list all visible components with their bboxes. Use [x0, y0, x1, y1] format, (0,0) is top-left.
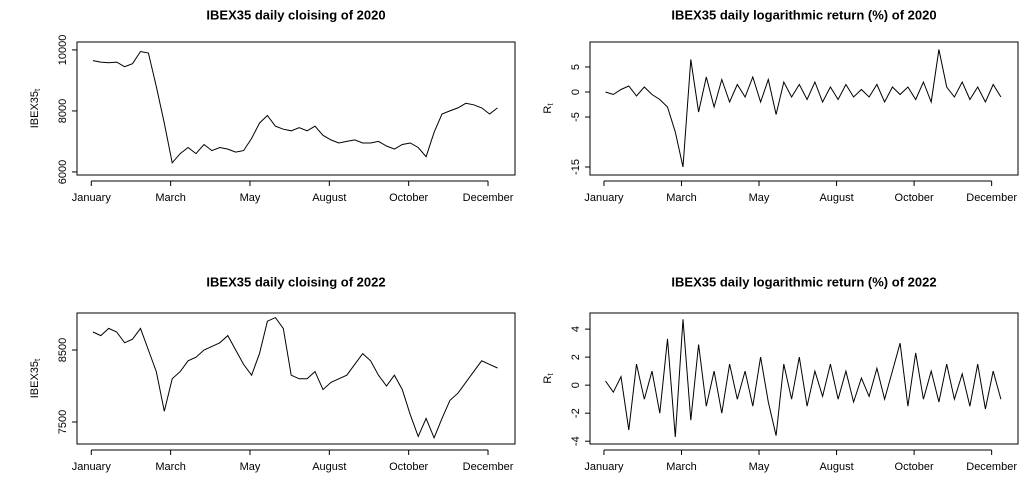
plot-box: [76, 41, 516, 176]
x-tick-label: May: [240, 192, 261, 204]
y-tick-label: 4: [570, 326, 582, 332]
y-axis-label-main: IBEX35: [29, 361, 41, 398]
y-axis-label-subscript: t: [546, 103, 555, 106]
series-line: [92, 50, 498, 164]
x-tick-label: December: [463, 461, 514, 473]
x-tick-label: October: [389, 461, 428, 473]
series-line: [605, 319, 1002, 438]
x-tick-label: August: [819, 192, 853, 204]
y-axis-label: IBEX35t: [29, 88, 42, 128]
y-tick-label: 2: [570, 354, 582, 360]
y-axis-label: IBEX35t: [29, 358, 42, 398]
x-tick-label: December: [966, 461, 1017, 473]
x-tick-label: August: [312, 192, 346, 204]
y-axis-label-main: R: [542, 376, 554, 384]
y-axis-label-main: R: [542, 106, 554, 114]
y-axis-label: Rt: [542, 373, 555, 384]
y-tick-label: 7500: [57, 410, 69, 434]
x-tick-label: January: [72, 461, 112, 473]
y-tick-label: -5: [570, 112, 582, 122]
chart-title: IBEX35 daily cloising of 2022: [206, 274, 385, 289]
x-tick-label: March: [155, 192, 186, 204]
y-tick-label: -2: [570, 408, 582, 418]
x-tick-label: January: [584, 192, 624, 204]
y-tick-label: 0: [570, 89, 582, 95]
x-tick-label: December: [463, 192, 514, 204]
chart-title: IBEX35 daily cloising of 2020: [206, 7, 385, 22]
y-tick-label: 10000: [57, 35, 69, 66]
y-tick-label: 6000: [57, 160, 69, 184]
series-line: [605, 49, 1002, 168]
x-tick-label: December: [966, 192, 1017, 204]
y-axis-label-subscript: t: [33, 358, 42, 361]
x-tick-label: August: [312, 461, 346, 473]
x-tick-label: March: [155, 461, 186, 473]
x-tick-label: January: [72, 192, 112, 204]
y-tick-label: 8500: [57, 338, 69, 362]
x-tick-label: October: [389, 192, 428, 204]
x-tick-label: January: [584, 461, 624, 473]
x-tick-label: May: [749, 192, 770, 204]
chart-title: IBEX35 daily logarithmic return (%) of 2…: [671, 7, 936, 22]
y-tick-label: 0: [570, 382, 582, 388]
y-tick-label: -4: [570, 436, 582, 446]
y-tick-label: 8000: [57, 99, 69, 123]
x-tick-label: March: [666, 192, 697, 204]
x-tick-label: May: [240, 461, 261, 473]
x-tick-label: October: [895, 461, 934, 473]
y-axis-label-main: IBEX35: [29, 91, 41, 128]
y-axis-label-subscript: t: [546, 373, 555, 376]
plot-box: [76, 312, 516, 445]
x-tick-label: March: [666, 461, 697, 473]
x-tick-label: May: [749, 461, 770, 473]
x-tick-label: August: [819, 461, 853, 473]
y-tick-label: 5: [570, 64, 582, 70]
y-axis-label: Rt: [542, 103, 555, 114]
y-axis-label-subscript: t: [33, 88, 42, 91]
chart-title: IBEX35 daily logarithmic return (%) of 2…: [671, 274, 936, 289]
series-line: [92, 316, 498, 440]
plot-box: [589, 41, 1019, 176]
plot-box: [589, 312, 1019, 445]
x-tick-label: October: [895, 192, 934, 204]
y-tick-label: -15: [570, 159, 582, 175]
